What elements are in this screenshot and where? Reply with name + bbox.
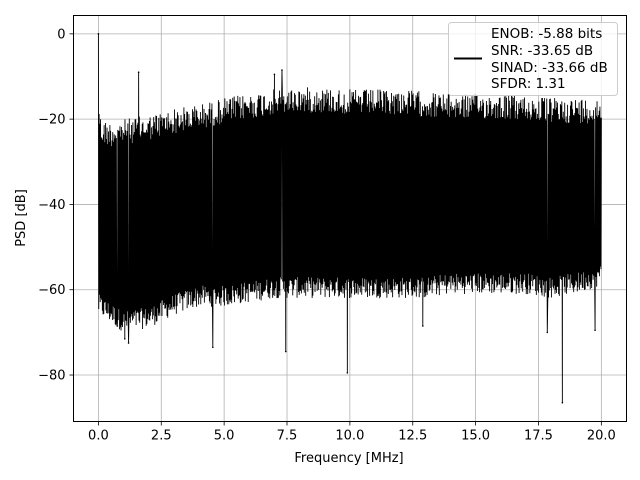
spectral-dip-point xyxy=(561,401,564,404)
y-tick-label: −60 xyxy=(38,283,65,298)
spectral-peak-point xyxy=(97,33,100,35)
spectral-dip-point xyxy=(116,325,119,327)
data-layer xyxy=(97,33,602,404)
x-tick-label: 0.0 xyxy=(88,429,109,444)
x-tick-label: 10.0 xyxy=(335,429,364,444)
spectral-peak-point xyxy=(281,69,283,71)
y-tick-label: −40 xyxy=(38,198,65,213)
y-tick-label: 0 xyxy=(57,27,65,42)
x-tick-label: 15.0 xyxy=(461,429,490,444)
legend-entry-snr: SNR: -33.65 dB xyxy=(491,43,593,59)
x-tick-label: 5.0 xyxy=(214,429,235,444)
x-tick-label: 7.5 xyxy=(277,429,298,444)
y-axis-label: PSD [dB] xyxy=(14,189,29,247)
spectral-dip-point xyxy=(124,337,126,340)
spectral-peak-point xyxy=(273,73,276,76)
psd-series-line-0 xyxy=(97,33,602,403)
legend: ENOB: -5.88 bits SNR: -33.65 dB SINAD: -… xyxy=(448,22,618,96)
y-tick-label: −80 xyxy=(38,369,65,384)
spectral-dip-point xyxy=(546,331,549,334)
legend-entry-sinad: SINAD: -33.66 dB xyxy=(491,60,608,76)
y-tick-label: −20 xyxy=(38,113,65,128)
x-tick-label: 20.0 xyxy=(587,429,616,444)
spectral-dip-point xyxy=(284,350,287,353)
spectral-peak-point xyxy=(137,71,140,74)
x-tick-label: 17.5 xyxy=(524,429,553,444)
spectral-dip-point xyxy=(594,329,596,332)
spectral-dip-point xyxy=(422,325,424,327)
legend-entry-sfdr: SFDR: 1.31 xyxy=(491,76,566,92)
x-axis-label: Frequency [MHz] xyxy=(294,451,403,466)
spectral-dip-point xyxy=(212,346,214,349)
spectral-dip-point xyxy=(127,342,130,344)
x-tick-label: 12.5 xyxy=(398,429,427,444)
x-tick-label: 2.5 xyxy=(151,429,172,444)
legend-entry-enob: ENOB: -5.88 bits xyxy=(491,26,602,42)
legend-box xyxy=(448,22,618,96)
ticks: 0.0 2.5 5.0 7.5 10.0 12.5 15.0 17.5 20.0 0 −20 −40 −… xyxy=(38,27,616,443)
spectral-dip-point xyxy=(346,372,349,374)
